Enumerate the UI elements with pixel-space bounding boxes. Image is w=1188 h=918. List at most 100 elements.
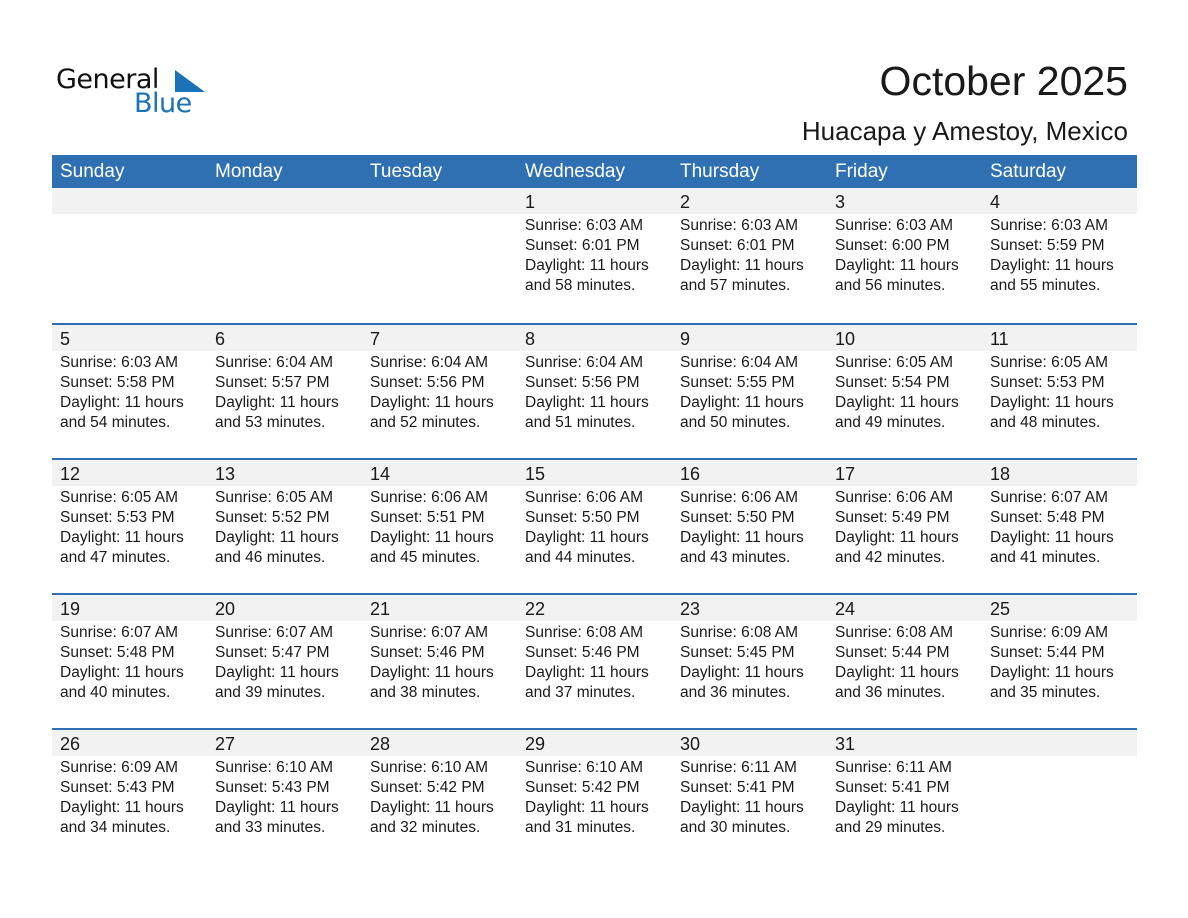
sunrise-text: Sunrise: 6:10 AM bbox=[215, 759, 334, 776]
sunrise-text: Sunrise: 6:08 AM bbox=[835, 624, 954, 641]
daylight-text: Daylight: 11 hours bbox=[525, 664, 649, 681]
day-number: 5 bbox=[60, 329, 71, 349]
sunset-text: Sunset: 6:01 PM bbox=[525, 237, 640, 254]
daylight-minutes-text: and 57 minutes. bbox=[680, 277, 791, 294]
sunset-text: Sunset: 6:00 PM bbox=[835, 237, 950, 254]
sunset-text: Sunset: 5:54 PM bbox=[835, 374, 950, 391]
daylight-minutes-text: and 54 minutes. bbox=[60, 414, 171, 431]
day-details: Sunrise: 6:05 AM Sunset: 5:53 PM Daylight:… bbox=[990, 353, 1137, 433]
day-details: Sunrise: 6:04 AM Sunset: 5:55 PM Daylight:… bbox=[680, 353, 827, 433]
day-number: 8 bbox=[525, 329, 536, 349]
day-number: 18 bbox=[990, 464, 1011, 484]
sunrise-text: Sunrise: 6:06 AM bbox=[835, 489, 954, 506]
sunrise-text: Sunrise: 6:07 AM bbox=[215, 624, 334, 641]
daylight-minutes-text: and 47 minutes. bbox=[60, 549, 171, 566]
sunrise-text: Sunrise: 6:03 AM bbox=[60, 354, 179, 371]
day-details: Sunrise: 6:05 AM Sunset: 5:52 PM Daylight:… bbox=[215, 488, 362, 568]
day-details: Sunrise: 6:07 AM Sunset: 5:47 PM Daylight:… bbox=[215, 623, 362, 703]
day-cell: 17 Sunrise: 6:06 AM Sunset: 5:49 PM Dayligh… bbox=[827, 460, 982, 593]
daylight-minutes-text: and 32 minutes. bbox=[370, 819, 481, 836]
daylight-text: Daylight: 11 hours bbox=[370, 529, 494, 546]
day-number: 3 bbox=[835, 192, 846, 212]
day-details: Sunrise: 6:03 AM Sunset: 6:01 PM Daylight:… bbox=[680, 216, 827, 296]
sunrise-text: Sunrise: 6:09 AM bbox=[990, 624, 1109, 641]
daylight-minutes-text: and 50 minutes. bbox=[680, 414, 791, 431]
sunset-text: Sunset: 5:56 PM bbox=[370, 374, 485, 391]
day-cell: 6 Sunrise: 6:04 AM Sunset: 5:57 PM Daylight… bbox=[207, 325, 362, 458]
day-number: 25 bbox=[990, 599, 1011, 619]
day-number: 26 bbox=[60, 734, 81, 754]
sunset-text: Sunset: 5:46 PM bbox=[525, 644, 640, 661]
day-details: Sunrise: 6:03 AM Sunset: 5:59 PM Daylight:… bbox=[990, 216, 1137, 296]
day-cell: 2 Sunrise: 6:03 AM Sunset: 6:01 PM Daylight… bbox=[672, 188, 827, 323]
daylight-minutes-text: and 31 minutes. bbox=[525, 819, 636, 836]
weekday-monday: Monday bbox=[215, 161, 283, 182]
daylight-text: Daylight: 11 hours bbox=[990, 529, 1114, 546]
sunrise-text: Sunrise: 6:04 AM bbox=[370, 354, 489, 371]
day-details: Sunrise: 6:05 AM Sunset: 5:54 PM Daylight:… bbox=[835, 353, 982, 433]
daylight-minutes-text: and 42 minutes. bbox=[835, 549, 946, 566]
sunrise-text: Sunrise: 6:08 AM bbox=[525, 624, 644, 641]
sunrise-text: Sunrise: 6:06 AM bbox=[525, 489, 644, 506]
daylight-text: Daylight: 11 hours bbox=[370, 664, 494, 681]
daylight-text: Daylight: 11 hours bbox=[990, 257, 1114, 274]
weekday-thursday: Thursday bbox=[680, 161, 760, 182]
empty-cell bbox=[982, 730, 1137, 863]
day-cell: 19 Sunrise: 6:07 AM Sunset: 5:48 PM Dayligh… bbox=[52, 595, 207, 728]
logo-triangle-icon bbox=[175, 70, 205, 92]
sunset-text: Sunset: 5:50 PM bbox=[525, 509, 640, 526]
logo-word-general: General bbox=[56, 64, 159, 95]
daylight-text: Daylight: 11 hours bbox=[680, 529, 804, 546]
day-number: 13 bbox=[215, 464, 236, 484]
day-cell: 15 Sunrise: 6:06 AM Sunset: 5:50 PM Dayligh… bbox=[517, 460, 672, 593]
logo-word-blue: Blue bbox=[134, 88, 192, 119]
day-number: 11 bbox=[990, 329, 1009, 349]
sunset-text: Sunset: 5:43 PM bbox=[215, 779, 330, 796]
day-cell: 10 Sunrise: 6:05 AM Sunset: 5:54 PM Dayligh… bbox=[827, 325, 982, 458]
day-details: Sunrise: 6:10 AM Sunset: 5:42 PM Daylight:… bbox=[525, 758, 672, 838]
daylight-minutes-text: and 36 minutes. bbox=[835, 684, 946, 701]
sunrise-text: Sunrise: 6:05 AM bbox=[835, 354, 954, 371]
sunrise-text: Sunrise: 6:08 AM bbox=[680, 624, 799, 641]
day-cell: 7 Sunrise: 6:04 AM Sunset: 5:56 PM Daylight… bbox=[362, 325, 517, 458]
location-subtitle: Huacapa y Amestoy, Mexico bbox=[801, 116, 1128, 146]
day-details: Sunrise: 6:07 AM Sunset: 5:46 PM Daylight:… bbox=[370, 623, 517, 703]
sunset-text: Sunset: 5:52 PM bbox=[215, 509, 330, 526]
day-number: 31 bbox=[835, 734, 856, 754]
weekday-tuesday: Tuesday bbox=[370, 161, 443, 182]
daylight-minutes-text: and 44 minutes. bbox=[525, 549, 636, 566]
sunset-text: Sunset: 5:56 PM bbox=[525, 374, 640, 391]
day-cell: 29 Sunrise: 6:10 AM Sunset: 5:42 PM Dayligh… bbox=[517, 730, 672, 863]
sunset-text: Sunset: 5:47 PM bbox=[215, 644, 330, 661]
sunset-text: Sunset: 5:46 PM bbox=[370, 644, 485, 661]
sunset-text: Sunset: 5:44 PM bbox=[835, 644, 950, 661]
daylight-text: Daylight: 11 hours bbox=[835, 664, 959, 681]
day-number: 6 bbox=[215, 329, 226, 349]
day-number: 14 bbox=[370, 464, 391, 484]
daylight-text: Daylight: 11 hours bbox=[215, 664, 339, 681]
day-cell: 20 Sunrise: 6:07 AM Sunset: 5:47 PM Dayligh… bbox=[207, 595, 362, 728]
sunrise-text: Sunrise: 6:07 AM bbox=[990, 489, 1109, 506]
daylight-minutes-text: and 51 minutes. bbox=[525, 414, 636, 431]
day-number: 2 bbox=[680, 192, 691, 212]
day-cell: 11 Sunrise: 6:05 AM Sunset: 5:53 PM Dayligh… bbox=[982, 325, 1137, 458]
daylight-text: Daylight: 11 hours bbox=[835, 394, 959, 411]
daylight-minutes-text: and 46 minutes. bbox=[215, 549, 326, 566]
day-details: Sunrise: 6:03 AM Sunset: 6:00 PM Daylight:… bbox=[835, 216, 982, 296]
sunset-text: Sunset: 5:53 PM bbox=[60, 509, 175, 526]
daylight-text: Daylight: 11 hours bbox=[215, 529, 339, 546]
sunset-text: Sunset: 5:58 PM bbox=[60, 374, 175, 391]
calendar-week: 1 Sunrise: 6:03 AM Sunset: 6:01 PM Daylight… bbox=[52, 188, 1137, 323]
weekday-saturday: Saturday bbox=[990, 161, 1067, 182]
day-number: 23 bbox=[680, 599, 701, 619]
daylight-minutes-text: and 33 minutes. bbox=[215, 819, 326, 836]
daylight-text: Daylight: 11 hours bbox=[525, 529, 649, 546]
day-cell: 27 Sunrise: 6:10 AM Sunset: 5:43 PM Dayligh… bbox=[207, 730, 362, 863]
day-details: Sunrise: 6:11 AM Sunset: 5:41 PM Daylight:… bbox=[680, 758, 827, 838]
daylight-text: Daylight: 11 hours bbox=[680, 394, 804, 411]
day-cell: 24 Sunrise: 6:08 AM Sunset: 5:44 PM Dayligh… bbox=[827, 595, 982, 728]
sunset-text: Sunset: 5:50 PM bbox=[680, 509, 795, 526]
sunset-text: Sunset: 5:53 PM bbox=[990, 374, 1105, 391]
day-number: 1 bbox=[525, 192, 536, 212]
day-cell: 5 Sunrise: 6:03 AM Sunset: 5:58 PM Daylight… bbox=[52, 325, 207, 458]
